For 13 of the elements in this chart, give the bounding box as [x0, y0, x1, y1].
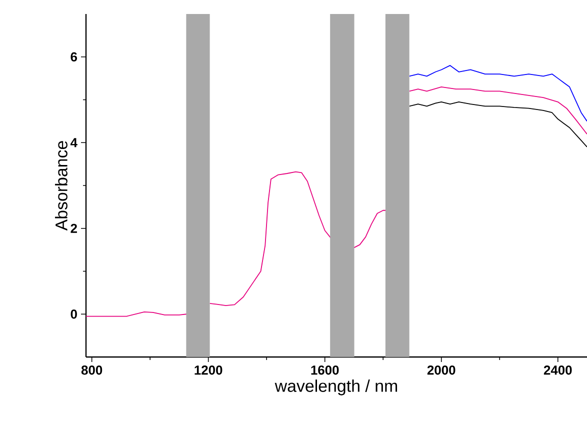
y-tick-label: 2 [70, 224, 77, 233]
x-tick-label: 1200 [194, 366, 222, 375]
x-tick-label: 2000 [427, 366, 456, 375]
x-tick-label: 800 [81, 366, 102, 375]
x-tick-label: 1600 [311, 366, 339, 375]
line-series [408, 65, 587, 122]
x-axis-title: wavelength / nm [274, 380, 398, 396]
y-axis-title: Absorbance [55, 141, 68, 231]
x-tick-label: 2400 [544, 366, 572, 375]
y-tick-label: 0 [70, 310, 77, 319]
y-tick-label: 6 [70, 52, 78, 62]
y-tick-label: 4 [70, 138, 78, 148]
line-series [408, 101, 587, 148]
